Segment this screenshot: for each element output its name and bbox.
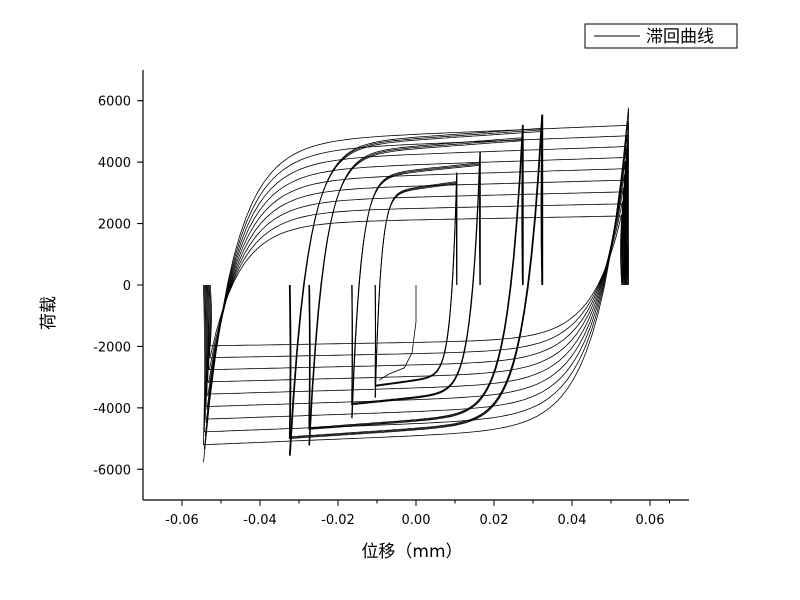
legend-label: 滞回曲线 [646, 27, 714, 47]
hysteresis-loop [289, 114, 543, 456]
y-tick-label: -6000 [93, 463, 131, 478]
hysteresis-loop [203, 121, 629, 450]
x-tick-label: 0.06 [636, 513, 665, 528]
y-tick-label: -4000 [93, 402, 131, 417]
hysteresis-loop [208, 187, 624, 384]
legend: 滞回曲线 [584, 23, 738, 49]
hysteresis-loop [204, 134, 628, 437]
hysteresis-loop [309, 124, 523, 446]
hysteresis-loop [375, 172, 457, 398]
initial-loading-path [378, 285, 417, 381]
hysteresis-loop [289, 114, 543, 456]
hysteresis-curves [203, 107, 629, 463]
hysteresis-loop [206, 161, 626, 410]
hysteresis-loop [207, 174, 625, 397]
y-axis-ticks: -6000 -4000 -2000 0 2000 4000 6000 [93, 95, 143, 478]
y-tick-label: 6000 [98, 95, 131, 110]
x-tick-label: -0.06 [165, 513, 199, 528]
x-tick-label: -0.04 [243, 513, 277, 528]
y-tick-label: -2000 [93, 340, 131, 355]
x-tick-label: 0.04 [558, 513, 587, 528]
x-axis-title: 位移（mm） [361, 542, 462, 562]
y-tick-label: 0 [123, 279, 131, 294]
y-tick-label: 2000 [98, 218, 131, 233]
y-tick-label: 4000 [98, 156, 131, 171]
hysteresis-loop [209, 214, 623, 357]
x-tick-label: 0.02 [480, 513, 509, 528]
hysteresis-loop [208, 201, 624, 370]
hysteresis-loop [288, 114, 544, 456]
hysteresis-loop [205, 147, 627, 423]
y-axis-title: 荷载 [39, 296, 59, 330]
hysteresis-loop [203, 107, 629, 463]
x-tick-label: 0.00 [402, 513, 431, 528]
x-tick-label: -0.02 [321, 513, 355, 528]
x-axis-ticks: -0.06 -0.04 -0.02 0.00 0.02 0.04 0.06 [165, 500, 670, 528]
